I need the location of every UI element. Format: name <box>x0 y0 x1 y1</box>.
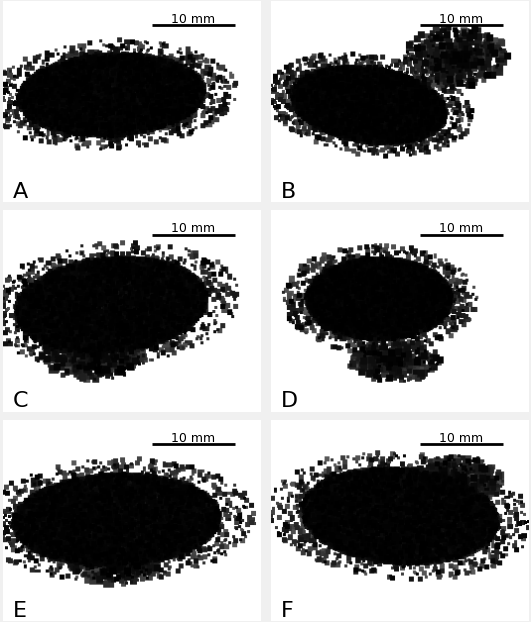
Text: E: E <box>13 601 27 621</box>
Text: 10 mm: 10 mm <box>172 13 216 26</box>
Text: 10 mm: 10 mm <box>439 13 483 26</box>
Text: 10 mm: 10 mm <box>439 223 483 236</box>
Text: B: B <box>281 182 296 202</box>
Text: 10 mm: 10 mm <box>172 223 216 236</box>
Text: C: C <box>13 391 29 412</box>
Text: 10 mm: 10 mm <box>172 432 216 445</box>
Text: D: D <box>281 391 298 412</box>
Text: 10 mm: 10 mm <box>439 432 483 445</box>
Text: A: A <box>13 182 28 202</box>
Text: F: F <box>281 601 294 621</box>
